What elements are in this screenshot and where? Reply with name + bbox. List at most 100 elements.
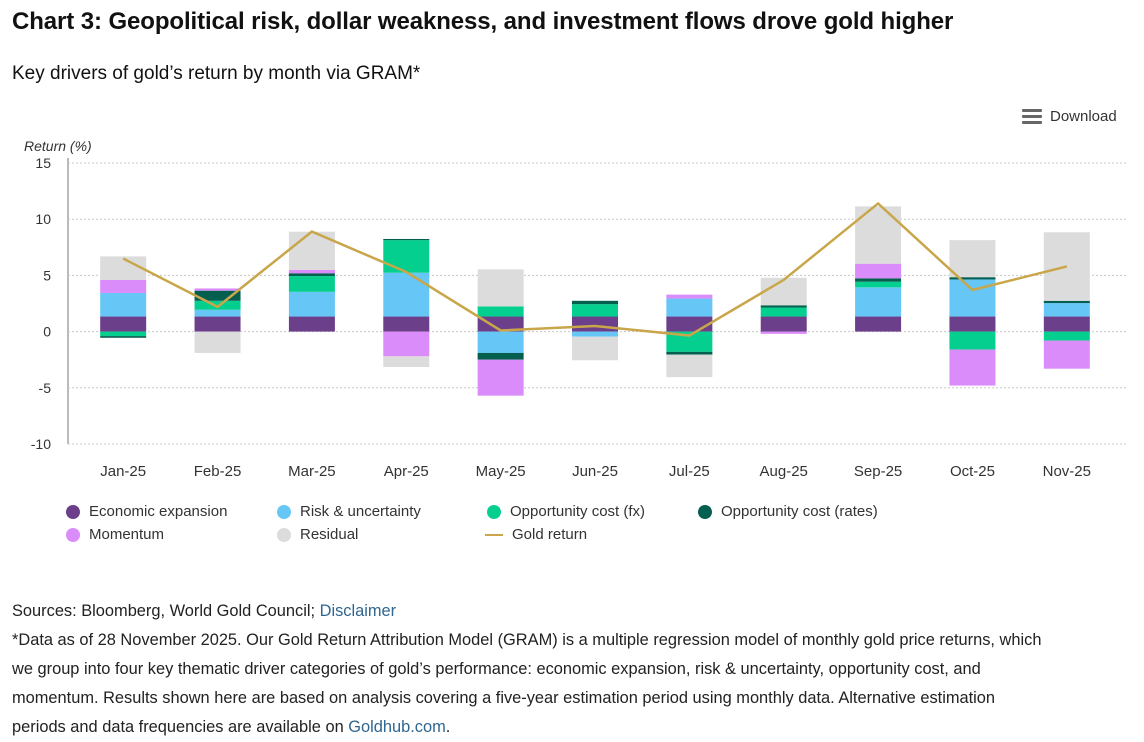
- bar-segment-opportunity-cost-rates-: [760, 305, 807, 308]
- y-axis-label: Return (%): [24, 138, 92, 154]
- note-line: *Data as of 28 November 2025. Our Gold R…: [12, 631, 1042, 649]
- bar-segment-economic-expansion: [949, 316, 996, 332]
- legend-dot-icon: [698, 504, 712, 519]
- bar-segment-risk-uncertainty: [100, 292, 147, 317]
- bar-segment-residual: [666, 354, 713, 378]
- legend-item-gold-return[interactable]: Gold return: [485, 526, 587, 543]
- bar-segment-opportunity-cost-fx-: [572, 304, 618, 317]
- y-tick-label: 5: [43, 267, 51, 283]
- bar-segment-risk-uncertainty: [383, 272, 430, 317]
- x-tick-label: Nov-25: [1043, 463, 1091, 480]
- legend-item-opportunity-cost-rates[interactable]: Opportunity cost (rates): [698, 503, 878, 520]
- legend-dot-icon: [66, 527, 80, 542]
- bar-segment-momentum: [383, 331, 430, 357]
- bar-segment-residual: [383, 356, 430, 368]
- bar-segment-opportunity-cost-fx-: [855, 281, 902, 288]
- disclaimer-link[interactable]: Disclaimer: [319, 602, 397, 620]
- legend-item-opportunity-cost-fx[interactable]: Opportunity cost (fx): [487, 503, 645, 520]
- bar-segment-risk-uncertainty: [855, 287, 902, 317]
- bar-segment-risk-uncertainty: [288, 291, 335, 317]
- bar-segment-opportunity-cost-fx-: [477, 306, 524, 317]
- bar-segment-economic-expansion: [1043, 316, 1090, 332]
- legend-label: Residual: [300, 526, 359, 543]
- legend-item-risk-uncertainty[interactable]: Risk & uncertainty: [277, 503, 421, 520]
- legend-dot-icon: [277, 504, 291, 519]
- note-line: we group into four key thematic driver c…: [12, 660, 981, 678]
- y-tick-label: -5: [39, 380, 52, 396]
- goldhub-link[interactable]: Goldhub.com: [348, 718, 446, 736]
- legend-label: Momentum: [89, 526, 165, 543]
- bar-segment-opportunity-cost-rates-: [100, 336, 147, 338]
- bar-segment-opportunity-cost-rates-: [666, 351, 713, 355]
- x-tick-label: Jan-25: [100, 463, 146, 480]
- legend-label: Opportunity cost (fx): [510, 503, 646, 520]
- bar-segment-economic-expansion: [572, 316, 618, 332]
- sources-text: Sources: Bloomberg, World Gold Council;: [12, 602, 320, 620]
- footer-notes: Sources: Bloomberg, World Gold Council; …: [12, 597, 1142, 742]
- bar-segment-economic-expansion: [760, 316, 807, 332]
- bar-segment-economic-expansion: [666, 316, 713, 332]
- bar-segment-residual: [949, 240, 996, 278]
- note-text: periods and data frequencies are availab…: [12, 718, 349, 736]
- bar-segment-economic-expansion: [288, 316, 335, 332]
- chart-subtitle: Key drivers of gold’s return by month vi…: [12, 63, 421, 84]
- bar-segment-momentum: [855, 263, 902, 279]
- note-text: .: [445, 718, 451, 736]
- bar-segment-risk-uncertainty: [666, 298, 713, 317]
- bar-segment-economic-expansion: [383, 316, 430, 332]
- bar-segment-opportunity-cost-fx-: [949, 331, 996, 350]
- bar-segment-residual: [477, 269, 524, 307]
- bar-segment-economic-expansion: [194, 316, 241, 332]
- legend-dot-icon: [277, 527, 291, 542]
- note-line: momentum. Results shown here are based o…: [12, 689, 996, 707]
- download-button[interactable]: Download: [1022, 108, 1117, 125]
- bar-segment-opportunity-cost-rates-: [855, 278, 902, 282]
- bar-segment-risk-uncertainty: [572, 331, 618, 337]
- hamburger-menu-icon: [1022, 109, 1042, 124]
- y-tick-label: 15: [35, 155, 51, 171]
- bar-segment-opportunity-cost-rates-: [288, 273, 335, 277]
- bar-segment-opportunity-cost-rates-: [477, 352, 524, 360]
- bar-segment-residual: [100, 256, 147, 281]
- legend-dot-icon: [487, 504, 501, 519]
- bar-segment-risk-uncertainty: [194, 309, 241, 317]
- x-tick-label: Aug-25: [760, 463, 808, 480]
- bar-segment-momentum: [100, 280, 147, 293]
- x-tick-label: Jul-25: [669, 463, 710, 480]
- bar-segment-opportunity-cost-rates-: [949, 277, 996, 280]
- bar-segment-momentum: [760, 331, 807, 334]
- bar-segment-momentum: [1043, 340, 1090, 369]
- bar-segment-opportunity-cost-fx-: [288, 276, 335, 292]
- bar-segment-opportunity-cost-rates-: [194, 290, 241, 301]
- y-tick-label: 0: [43, 324, 51, 340]
- bar-segment-opportunity-cost-fx-: [666, 331, 713, 352]
- bar-segment-opportunity-cost-fx-: [383, 240, 430, 273]
- legend-item-economic-expansion[interactable]: Economic expansion: [66, 503, 227, 520]
- bar-segment-momentum: [194, 288, 241, 291]
- bar-segment-risk-uncertainty: [477, 331, 524, 353]
- bar-segment-residual: [572, 336, 618, 361]
- bar-segment-momentum: [477, 359, 524, 396]
- bar-segment-opportunity-cost-fx-: [760, 307, 807, 317]
- x-tick-label: Feb-25: [194, 463, 242, 480]
- download-label: Download: [1050, 108, 1117, 125]
- legend-dot-icon: [66, 504, 80, 519]
- legend-item-momentum[interactable]: Momentum: [66, 526, 164, 543]
- x-tick-label: Oct-25: [950, 463, 995, 480]
- y-tick-label: 10: [35, 211, 51, 227]
- bar-segment-opportunity-cost-rates-: [383, 238, 430, 241]
- legend-line-icon: [485, 533, 503, 536]
- legend-item-residual[interactable]: Residual: [277, 526, 358, 543]
- x-tick-label: Jun-25: [572, 463, 618, 480]
- note-line: periods and data frequencies are availab…: [12, 713, 1142, 742]
- bar-segment-economic-expansion: [477, 316, 524, 332]
- bar-segment-opportunity-cost-rates-: [1043, 300, 1090, 304]
- legend-label: Gold return: [512, 526, 588, 543]
- legend-label: Economic expansion: [89, 503, 228, 520]
- legend-label: Risk & uncertainty: [300, 503, 421, 520]
- chart: Return (%) 15 10 5 0 -5 -10 Jan-25 Feb-25 Mar-2…: [24, 138, 1126, 480]
- x-tick-label: Sep-25: [854, 463, 902, 480]
- bar-segment-opportunity-cost-fx-: [1043, 331, 1090, 341]
- bar-segment-opportunity-cost-fx-: [100, 331, 147, 337]
- bar-segment-momentum: [288, 269, 335, 274]
